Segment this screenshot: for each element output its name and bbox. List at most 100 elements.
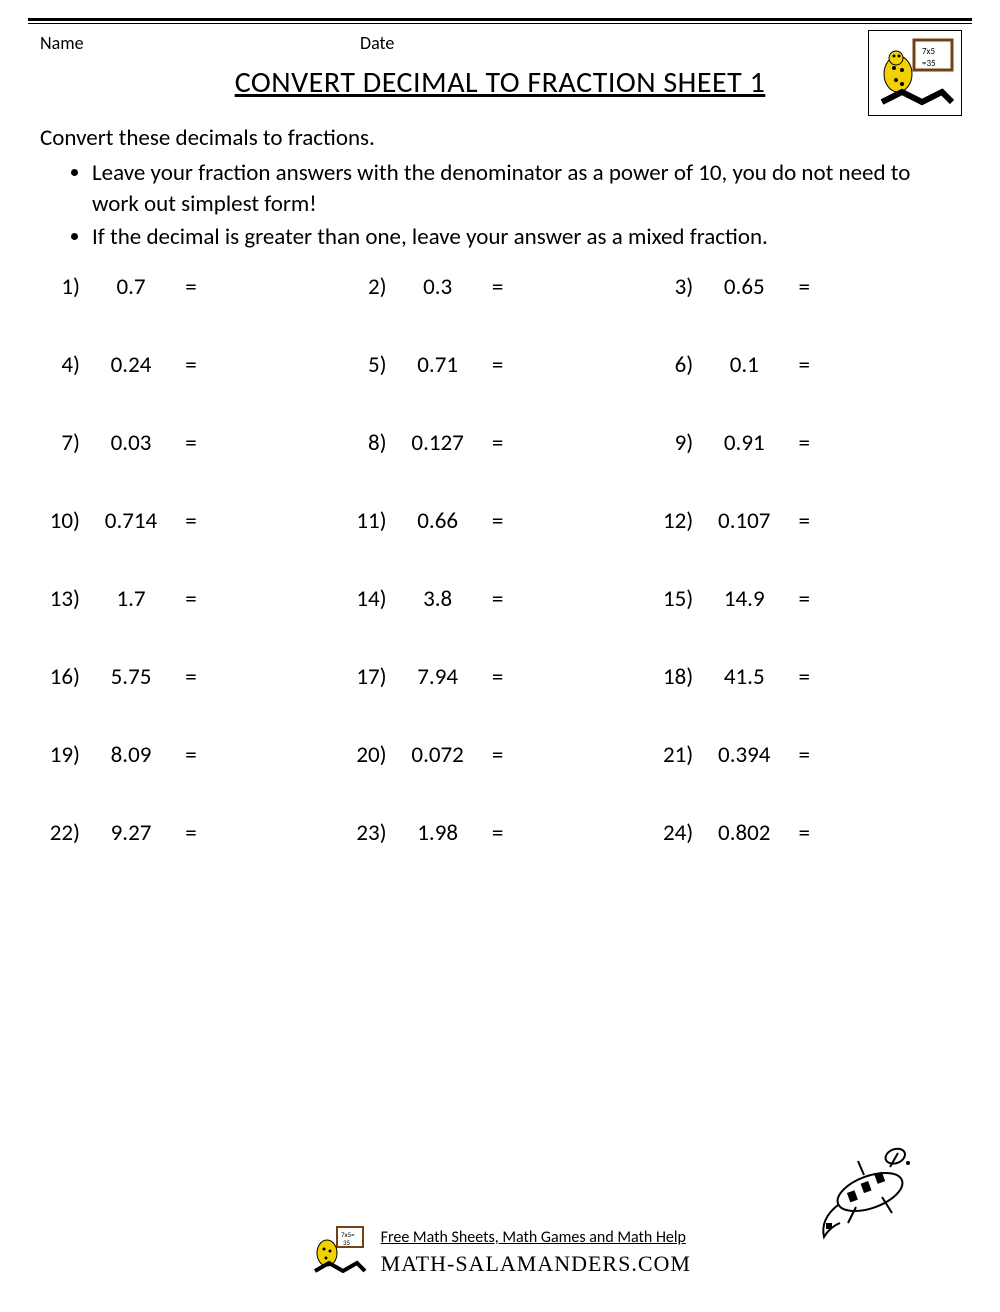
problem-number: 13) bbox=[40, 585, 86, 613]
problem-value: 0.714 bbox=[86, 507, 176, 535]
equals-sign: = bbox=[483, 507, 513, 535]
problem-number: 11) bbox=[347, 507, 393, 535]
problem-cell: 17)7.94= bbox=[347, 663, 654, 691]
problem-row: 22)9.27=23)1.98=24)0.802= bbox=[40, 819, 960, 847]
header-row: Name Date 7x5 =35 bbox=[0, 24, 1000, 54]
problem-number: 4) bbox=[40, 351, 86, 379]
equals-sign: = bbox=[483, 585, 513, 613]
problem-number: 1) bbox=[40, 273, 86, 301]
problem-value: 0.91 bbox=[699, 429, 789, 457]
problem-value: 8.09 bbox=[86, 741, 176, 769]
problem-value: 0.802 bbox=[699, 819, 789, 847]
problem-value: 0.71 bbox=[393, 351, 483, 379]
equals-sign: = bbox=[789, 507, 819, 535]
equals-sign: = bbox=[483, 819, 513, 847]
problem-number: 6) bbox=[653, 351, 699, 379]
problem-value: 3.8 bbox=[393, 585, 483, 613]
problem-cell: 9)0.91= bbox=[653, 429, 960, 457]
equals-sign: = bbox=[176, 273, 206, 301]
problem-value: 1.7 bbox=[86, 585, 176, 613]
problem-cell: 16)5.75= bbox=[40, 663, 347, 691]
problem-row: 4)0.24=5)0.71=6)0.1= bbox=[40, 351, 960, 379]
footer-logo-icon: 7x5= 35 bbox=[309, 1223, 369, 1282]
problem-cell: 5)0.71= bbox=[347, 351, 654, 379]
equals-sign: = bbox=[789, 351, 819, 379]
date-label: Date bbox=[360, 32, 394, 54]
problem-cell: 6)0.1= bbox=[653, 351, 960, 379]
svg-text:=35: =35 bbox=[922, 58, 936, 69]
problem-cell: 19)8.09= bbox=[40, 741, 347, 769]
problem-number: 12) bbox=[653, 507, 699, 535]
problem-row: 13)1.7=14)3.8=15)14.9= bbox=[40, 585, 960, 613]
problem-cell: 3)0.65= bbox=[653, 273, 960, 301]
instruction-bullet: Leave your fraction answers with the den… bbox=[92, 158, 952, 220]
worksheet-title: CONVERT DECIMAL TO FRACTION SHEET 1 bbox=[0, 64, 1000, 101]
equals-sign: = bbox=[483, 429, 513, 457]
problem-cell: 10)0.714= bbox=[40, 507, 347, 535]
problem-cell: 13)1.7= bbox=[40, 585, 347, 613]
problem-number: 24) bbox=[653, 819, 699, 847]
problem-value: 0.24 bbox=[86, 351, 176, 379]
problem-cell: 23)1.98= bbox=[347, 819, 654, 847]
problem-cell: 22)9.27= bbox=[40, 819, 347, 847]
problem-number: 19) bbox=[40, 741, 86, 769]
problem-number: 5) bbox=[347, 351, 393, 379]
svg-text:7x5: 7x5 bbox=[922, 46, 935, 57]
problem-value: 14.9 bbox=[699, 585, 789, 613]
problem-value: 0.127 bbox=[393, 429, 483, 457]
problem-value: 0.66 bbox=[393, 507, 483, 535]
problem-cell: 11)0.66= bbox=[347, 507, 654, 535]
problem-value: 0.072 bbox=[393, 741, 483, 769]
problem-value: 0.7 bbox=[86, 273, 176, 301]
problem-number: 14) bbox=[347, 585, 393, 613]
problem-cell: 15)14.9= bbox=[653, 585, 960, 613]
problem-number: 23) bbox=[347, 819, 393, 847]
problem-number: 16) bbox=[40, 663, 86, 691]
problem-cell: 4)0.24= bbox=[40, 351, 347, 379]
problem-number: 8) bbox=[347, 429, 393, 457]
problem-cell: 20)0.072= bbox=[347, 741, 654, 769]
problem-row: 7)0.03=8)0.127=9)0.91= bbox=[40, 429, 960, 457]
problem-cell: 21)0.394= bbox=[653, 741, 960, 769]
equals-sign: = bbox=[789, 585, 819, 613]
equals-sign: = bbox=[176, 507, 206, 535]
instruction-bullet: If the decimal is greater than one, leav… bbox=[92, 222, 952, 253]
problem-cell: 24)0.802= bbox=[653, 819, 960, 847]
equals-sign: = bbox=[483, 351, 513, 379]
problem-number: 15) bbox=[653, 585, 699, 613]
footer: 7x5= 35 Free Math Sheets, Math Games and… bbox=[0, 1223, 1000, 1282]
problem-cell: 7)0.03= bbox=[40, 429, 347, 457]
svg-text:35: 35 bbox=[343, 1238, 351, 1247]
problem-value: 7.94 bbox=[393, 663, 483, 691]
salamander-logo-icon: 7x5 =35 bbox=[872, 34, 958, 112]
equals-sign: = bbox=[176, 741, 206, 769]
equals-sign: = bbox=[789, 429, 819, 457]
equals-sign: = bbox=[176, 429, 206, 457]
problem-value: 0.107 bbox=[699, 507, 789, 535]
problem-value: 1.98 bbox=[393, 819, 483, 847]
equals-sign: = bbox=[789, 273, 819, 301]
problem-cell: 1)0.7= bbox=[40, 273, 347, 301]
problem-row: 19)8.09=20)0.072=21)0.394= bbox=[40, 741, 960, 769]
problem-row: 1)0.7=2)0.3=3)0.65= bbox=[40, 273, 960, 301]
problem-row: 16)5.75=17)7.94=18)41.5 = bbox=[40, 663, 960, 691]
footer-brand: MATH-SALAMANDERS.COM bbox=[381, 1251, 691, 1277]
problem-number: 17) bbox=[347, 663, 393, 691]
problem-cell: 12)0.107= bbox=[653, 507, 960, 535]
problem-number: 10) bbox=[40, 507, 86, 535]
problem-number: 21) bbox=[653, 741, 699, 769]
equals-sign: = bbox=[483, 273, 513, 301]
problem-number: 18) bbox=[653, 663, 699, 691]
problem-value: 41.5 bbox=[699, 663, 789, 691]
equals-sign: = bbox=[176, 819, 206, 847]
equals-sign: = bbox=[176, 663, 206, 691]
problem-value: 9.27 bbox=[86, 819, 176, 847]
problem-cell: 2)0.3= bbox=[347, 273, 654, 301]
equals-sign: = bbox=[789, 741, 819, 769]
instructions-list: Leave your fraction answers with the den… bbox=[40, 158, 952, 253]
brand-logo: 7x5 =35 bbox=[868, 30, 962, 116]
equals-sign: = bbox=[483, 741, 513, 769]
footer-tagline: Free Math Sheets, Math Games and Math He… bbox=[381, 1228, 691, 1247]
problem-value: 5.75 bbox=[86, 663, 176, 691]
problem-number: 3) bbox=[653, 273, 699, 301]
